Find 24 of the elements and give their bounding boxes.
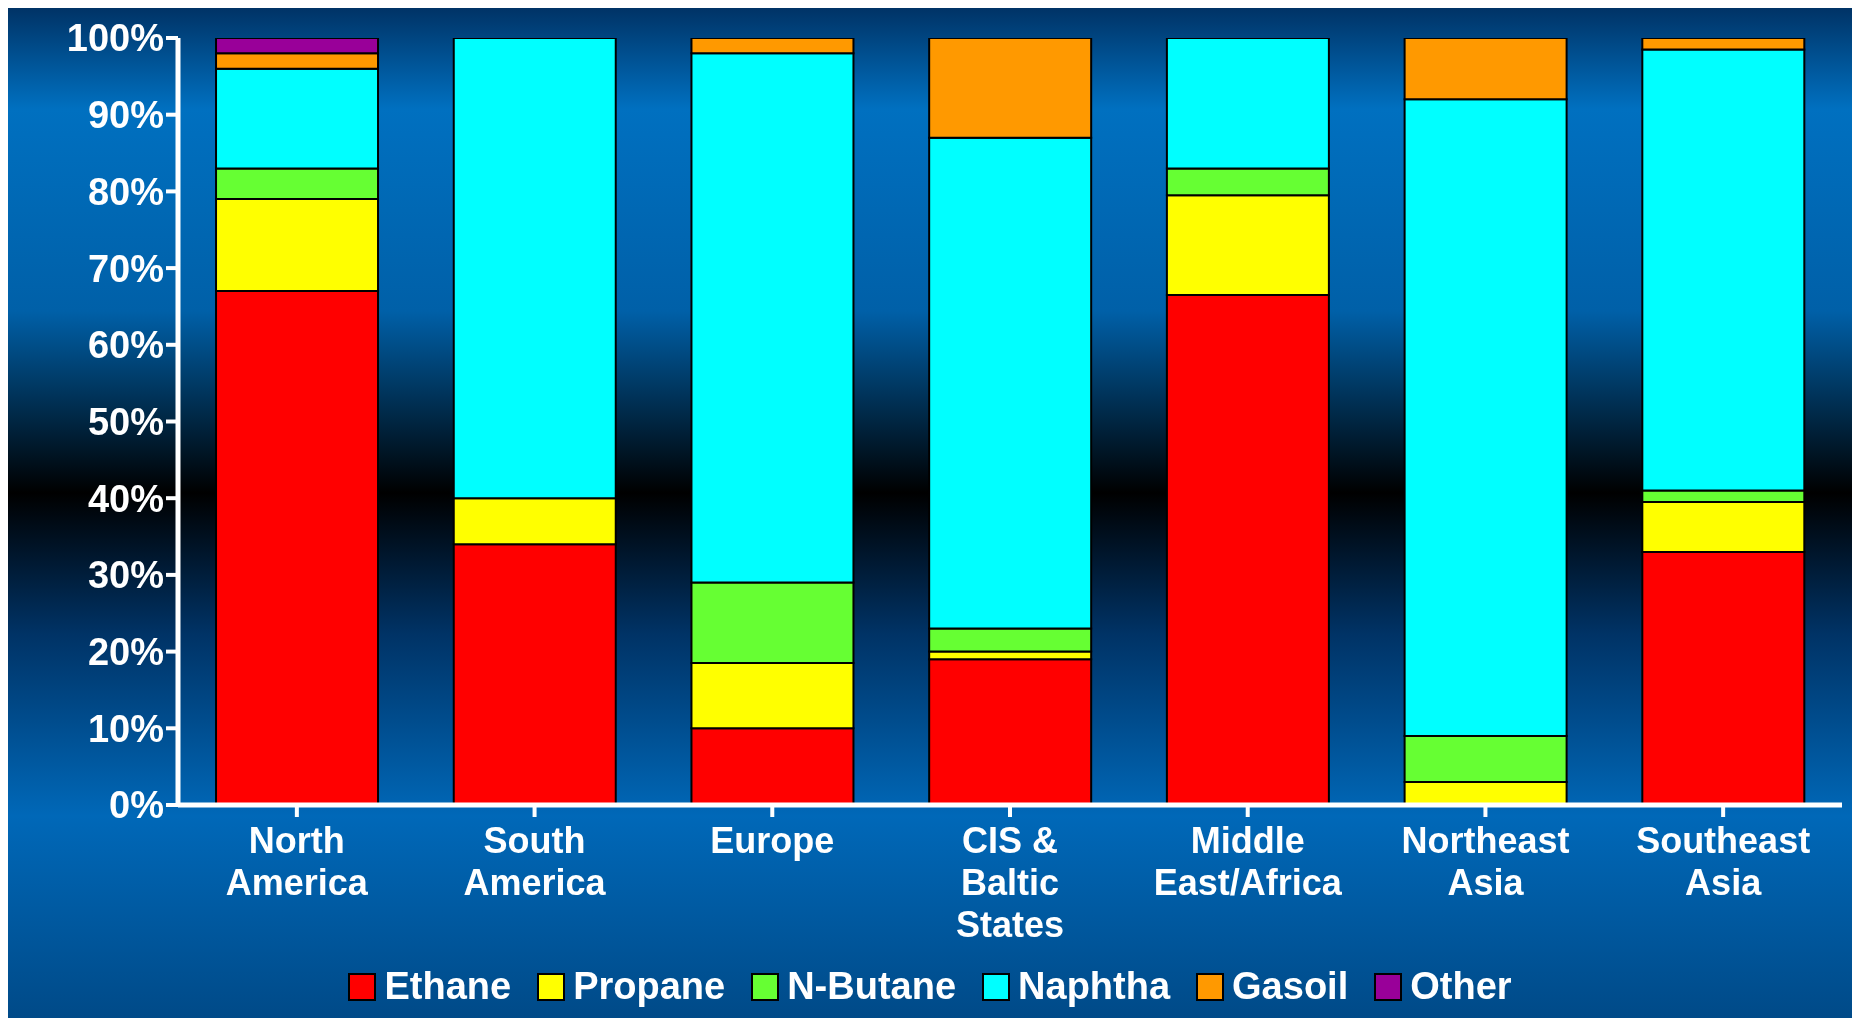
y-tick-label: 90%: [87, 94, 164, 137]
legend-label: Ethane: [384, 965, 512, 1008]
x-tick-label: North America: [225, 820, 369, 903]
y-tick-label: 0%: [109, 784, 164, 827]
y-tick-label: 60%: [87, 324, 164, 367]
y-tick-label: 70%: [87, 247, 164, 290]
x-tick-label: CIS & Baltic States: [955, 820, 1065, 945]
legend-label: Propane: [573, 965, 726, 1008]
y-tick-label: 80%: [87, 170, 164, 213]
x-tick-label: Middle East/Africa: [1153, 820, 1343, 903]
y-tick-label: 40%: [87, 477, 164, 520]
y-tick-label: 30%: [87, 554, 164, 597]
legend-label: Naphtha: [1018, 965, 1171, 1008]
y-tick-label: 20%: [87, 631, 164, 674]
legend-label: Gasoil: [1232, 965, 1349, 1008]
legend-label: Other: [1410, 965, 1512, 1008]
x-tick-label: Europe: [710, 820, 835, 861]
x-tick-label: South America: [463, 820, 607, 903]
x-tick-label: Northeast Asia: [1401, 820, 1570, 903]
y-tick-label: 100%: [66, 17, 164, 60]
y-tick-label: 50%: [87, 400, 164, 443]
legend-label: N-Butane: [787, 965, 957, 1008]
y-tick-label: 10%: [87, 707, 164, 750]
x-tick-label: Southeast Asia: [1636, 820, 1811, 903]
